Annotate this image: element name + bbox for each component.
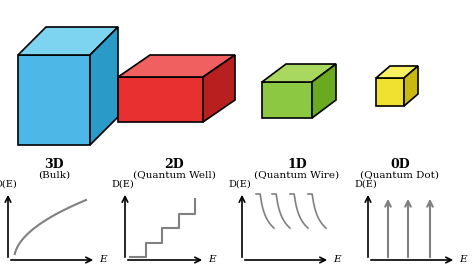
Text: (Bulk): (Bulk): [38, 171, 70, 180]
Polygon shape: [18, 55, 90, 145]
Polygon shape: [118, 55, 235, 77]
Polygon shape: [90, 27, 118, 145]
Polygon shape: [118, 77, 203, 122]
Text: 2D: 2D: [164, 158, 184, 171]
Polygon shape: [376, 66, 418, 78]
Text: (Quantum Well): (Quantum Well): [133, 171, 216, 180]
Polygon shape: [262, 64, 336, 82]
Text: D(E): D(E): [0, 180, 18, 189]
Polygon shape: [404, 66, 418, 106]
Text: D(E): D(E): [355, 180, 377, 189]
Polygon shape: [203, 55, 235, 122]
Polygon shape: [262, 82, 312, 118]
Polygon shape: [376, 78, 404, 106]
Text: 0D: 0D: [390, 158, 410, 171]
Text: D(E): D(E): [228, 180, 251, 189]
Polygon shape: [18, 27, 118, 55]
Text: E: E: [333, 255, 341, 265]
Text: (Quantum Dot): (Quantum Dot): [361, 171, 439, 180]
Text: E: E: [99, 255, 107, 265]
Text: (Quantum Wire): (Quantum Wire): [255, 171, 339, 180]
Text: E: E: [459, 255, 466, 265]
Text: 1D: 1D: [287, 158, 307, 171]
Text: 3D: 3D: [44, 158, 64, 171]
Text: E: E: [208, 255, 216, 265]
Polygon shape: [312, 64, 336, 118]
Text: D(E): D(E): [111, 180, 134, 189]
